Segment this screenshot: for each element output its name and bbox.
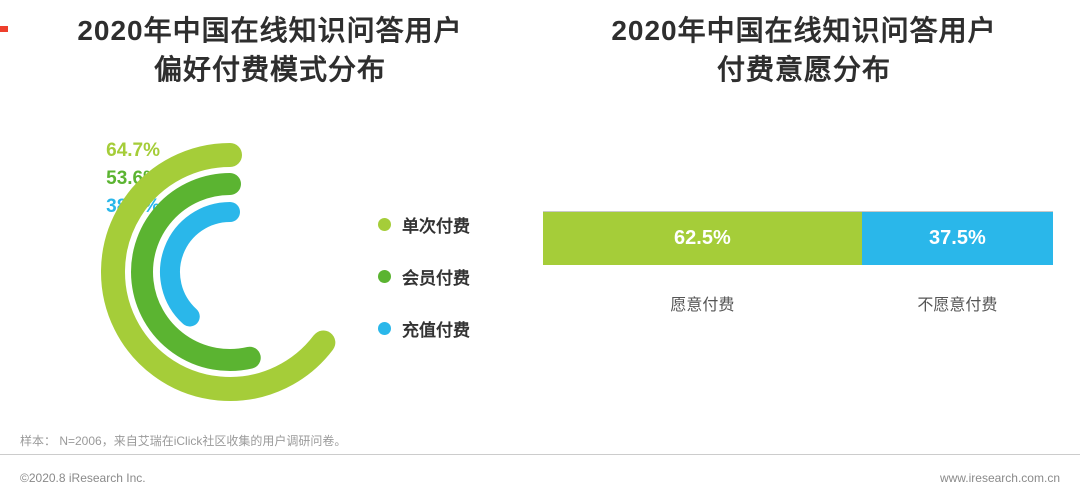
copyright-text: ©2020.8 iResearch Inc.: [20, 471, 146, 485]
value-label-single-pay: 64.7%: [106, 140, 160, 161]
category-label-willing: 愿意付费: [670, 297, 735, 314]
arc-segment-0: [101, 143, 336, 401]
left-chart-title: 2020年中国在线知识问答用户 偏好付费模式分布: [10, 12, 530, 89]
legend-dot-single-pay: [378, 218, 391, 231]
legend-item-single-pay: 单次付费: [378, 212, 470, 237]
legend-item-recharge-pay: 充值付费: [378, 316, 470, 341]
arc-segment-1: [131, 173, 261, 371]
legend-label-recharge-pay: 充值付费: [402, 321, 470, 340]
stacked-bar-chart: 62.5% 37.5% 愿意付费 不愿意付费: [543, 211, 1053, 315]
sample-note: 样本： N=2006，来自艾瑞在iClick社区收集的用户调研问卷。: [20, 434, 347, 448]
radial-chart: [101, 143, 336, 401]
legend-label-member-pay: 会员付费: [402, 269, 470, 288]
right-chart-title: 2020年中国在线知识问答用户 付费意愿分布: [548, 12, 1060, 89]
legend-dot-member-pay: [378, 270, 391, 283]
legend: 单次付费 会员付费 充值付费: [378, 212, 470, 341]
legend-dot-recharge-pay: [378, 322, 391, 335]
red-accent-mark: [0, 26, 8, 32]
legend-label-single-pay: 单次付费: [402, 217, 470, 236]
bar-segment-unwilling-label: 37.5%: [929, 227, 986, 249]
footer-divider: [0, 454, 1080, 455]
stacked-bar: 62.5% 37.5%: [543, 212, 1053, 265]
bar-category-labels: 愿意付费 不愿意付费: [543, 291, 1053, 315]
right-chart-title-line1: 2020年中国在线知识问答用户: [611, 15, 997, 46]
website-link[interactable]: www.iresearch.com.cn: [939, 471, 1060, 485]
category-label-unwilling: 不愿意付费: [917, 297, 998, 314]
left-chart-title-line1: 2020年中国在线知识问答用户: [77, 15, 463, 46]
bar-segment-willing-label: 62.5%: [674, 227, 731, 249]
bar-segment-willing: 62.5%: [543, 212, 862, 265]
arc-segment-2: [160, 202, 240, 327]
legend-item-member-pay: 会员付费: [378, 264, 470, 289]
right-chart-title-line2: 付费意愿分布: [716, 53, 891, 85]
bar-segment-unwilling: 37.5%: [861, 212, 1053, 265]
left-chart-title-line2: 偏好付费模式分布: [153, 53, 386, 85]
